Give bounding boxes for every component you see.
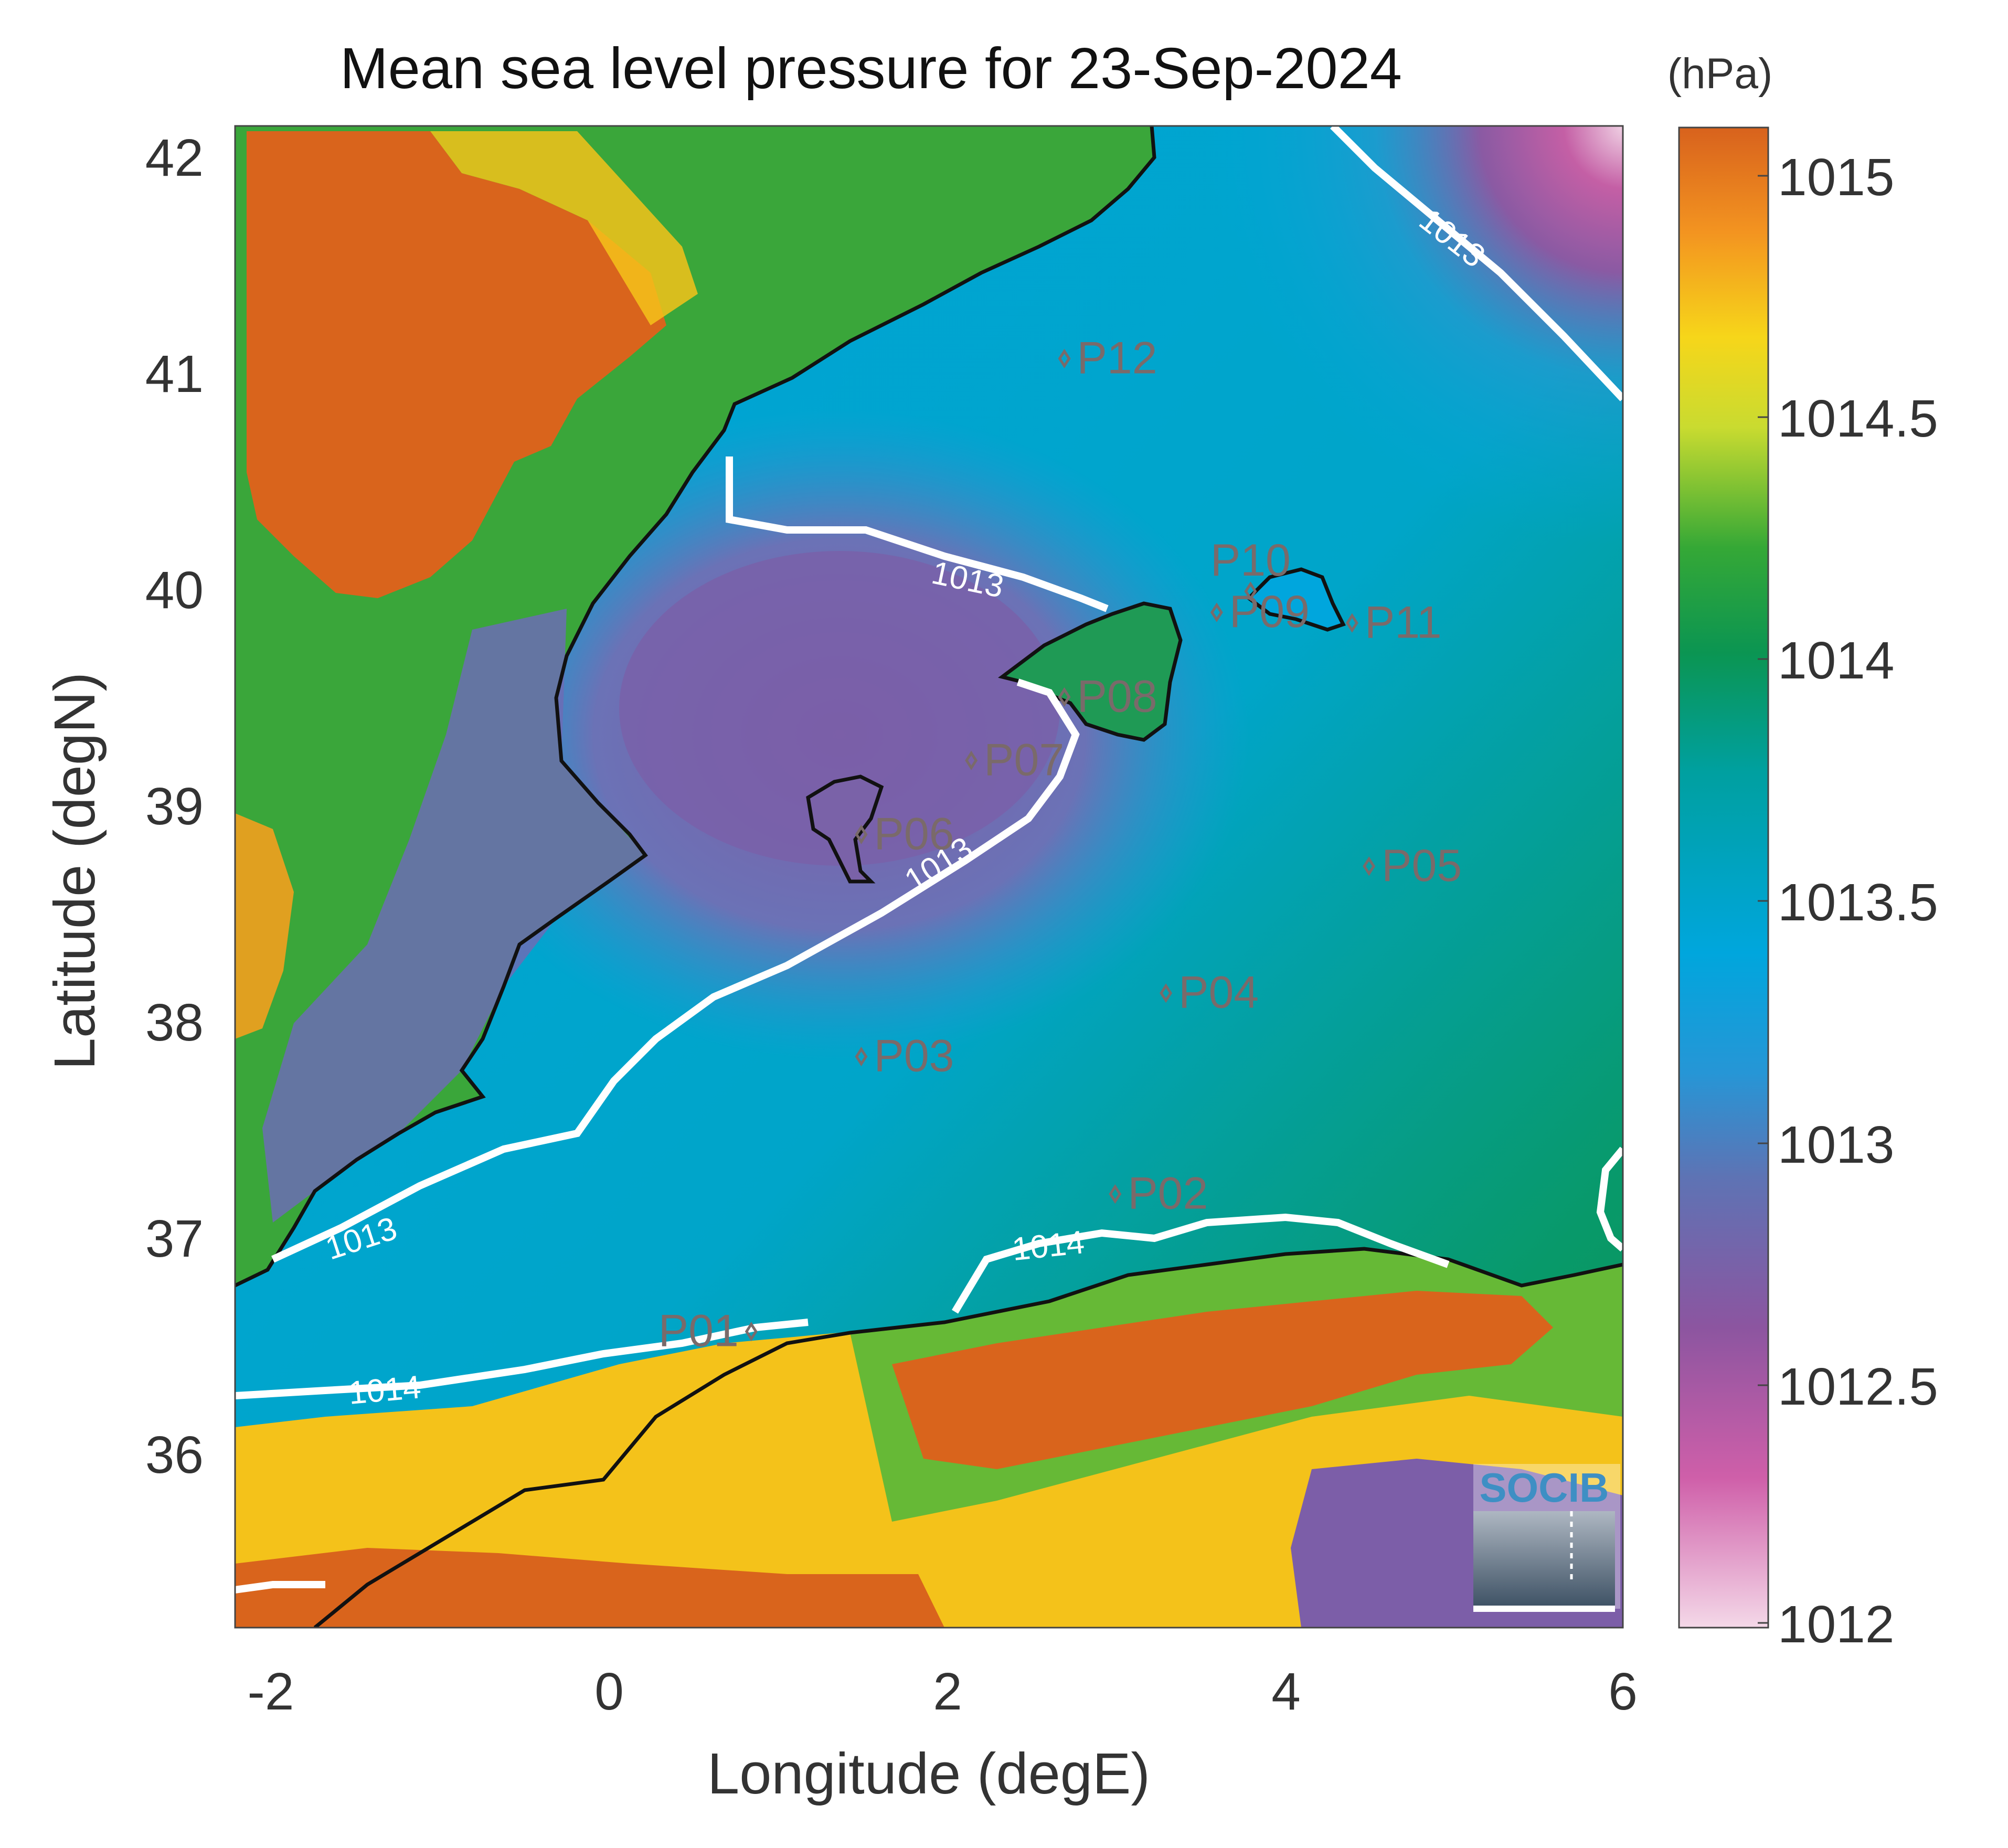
atlas-high-terrain <box>892 1291 1553 1469</box>
socib-logo-text: SOCIB <box>1479 1464 1609 1511</box>
y-axis-label: Latitude (degN) <box>43 672 107 1070</box>
station-label: P08 <box>1077 671 1157 721</box>
contour-1014-south <box>235 1319 809 1399</box>
station-marker <box>1160 983 1173 1003</box>
contour-label: 1014 <box>347 1369 422 1411</box>
y-tick-label: 37 <box>145 1209 204 1268</box>
colorbar: 1015 1014.5 1014 1013.5 1013 1012.5 1012 <box>1678 126 1938 1654</box>
station-marker <box>1244 581 1257 601</box>
x-tick-label: 2 <box>933 1662 962 1721</box>
station-marker <box>855 1047 868 1067</box>
station-marker <box>1345 613 1358 633</box>
mallorca-island <box>998 601 1183 742</box>
station-label: P01 <box>658 1306 739 1356</box>
y-tick-label: 42 <box>145 129 204 187</box>
station-label: P04 <box>1178 968 1259 1018</box>
contour-label: 1014 <box>1011 1224 1086 1268</box>
colorbar-scale <box>1678 126 1769 1629</box>
map-frame <box>234 125 1624 1629</box>
x-axis: -2 0 2 4 6 Longitude (degE) <box>248 1662 1638 1806</box>
x-tick-label: 0 <box>594 1662 624 1721</box>
station-marker <box>965 750 978 770</box>
station-marker <box>1363 856 1376 876</box>
station-label: P05 <box>1382 841 1462 891</box>
iberia-high-terrain <box>247 131 666 598</box>
contour-1013-central <box>271 678 1080 1263</box>
station-label: P12 <box>1077 333 1157 383</box>
station-label: P02 <box>1128 1169 1208 1219</box>
y-tick-label: 36 <box>145 1426 204 1484</box>
northeast-low-pressure-field <box>1207 126 1623 546</box>
contour-1014-east <box>1596 1146 1623 1252</box>
y-tick-label: 40 <box>145 561 204 620</box>
x-tick-label: -2 <box>248 1662 294 1721</box>
iberia-coastline <box>235 126 1156 1288</box>
station-label: P10 <box>1210 535 1291 586</box>
socib-logo: SOCIB <box>1473 1464 1620 1612</box>
northwest-africa-terrain <box>235 1548 944 1628</box>
station-label: P07 <box>984 735 1064 785</box>
balearic-low-core <box>619 551 1060 866</box>
y-axis: 42 41 40 39 38 37 36 Latitude (degN) <box>43 129 204 1484</box>
chart-title: Mean sea level pressure for 23-Sep-2024 <box>340 36 1402 101</box>
station-label: P11 <box>1365 597 1442 647</box>
ibiza-island <box>806 774 884 884</box>
station-marker <box>1109 1184 1122 1204</box>
station-label: P06 <box>874 809 954 859</box>
contour-1014-southwest <box>235 1581 325 1594</box>
colorbar-tick-label: 1015 <box>1778 148 1894 207</box>
x-tick-label: 4 <box>1271 1662 1301 1721</box>
x-tick-label: 6 <box>1608 1662 1638 1721</box>
colorbar-tick-label: 1014.5 <box>1778 389 1938 448</box>
station-label: P09 <box>1229 587 1310 637</box>
colorbar-tick-label: 1013.5 <box>1778 873 1938 932</box>
x-axis-label: Longitude (degE) <box>707 1741 1150 1806</box>
map-plot-area: 1013 1013 1013 1013 1014 1014 P01P02P03P… <box>235 126 1623 1628</box>
colorbar-tick-label: 1014 <box>1778 631 1894 690</box>
contour-1014-africa <box>951 1213 1450 1314</box>
y-tick-label: 38 <box>145 993 204 1052</box>
station-marker <box>855 824 868 845</box>
colorbar-tick-label: 1012.5 <box>1778 1357 1938 1416</box>
contour-1013-north <box>1330 126 1623 401</box>
station-marker <box>1058 687 1071 707</box>
y-tick-label: 41 <box>145 345 204 403</box>
station-marker <box>1210 602 1223 622</box>
contour-1013-balearic <box>726 456 1109 612</box>
colorbar-tick-label: 1012 <box>1778 1595 1894 1654</box>
menorca-island <box>1246 567 1346 632</box>
station-marker <box>745 1322 758 1342</box>
station-label: P03 <box>874 1031 954 1081</box>
colorbar-tick-label: 1013 <box>1778 1116 1894 1174</box>
iberia-mid-terrain <box>430 131 698 325</box>
y-tick-label: 39 <box>145 777 204 836</box>
colorbar-units: (hPa) <box>1667 50 1773 98</box>
iberia-southwest-terrain <box>235 813 294 1039</box>
station-marker <box>1058 348 1071 369</box>
iberia-coastal-lowland <box>262 609 645 1223</box>
